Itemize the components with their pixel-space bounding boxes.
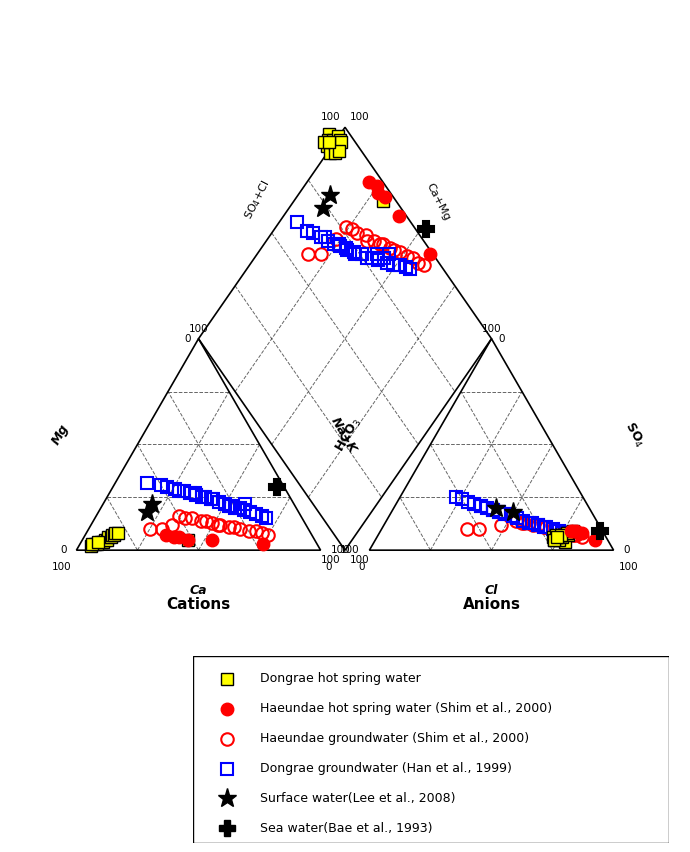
Text: 100: 100: [350, 555, 370, 565]
Text: SO$_4$+Cl: SO$_4$+Cl: [241, 178, 273, 222]
Text: Na+K: Na+K: [328, 415, 359, 455]
Text: 0: 0: [623, 545, 630, 556]
Text: Ca+Mg: Ca+Mg: [424, 181, 451, 222]
Text: 0: 0: [499, 334, 505, 343]
Text: 0: 0: [326, 562, 332, 573]
Text: 100: 100: [618, 562, 638, 573]
Text: Ca: Ca: [190, 584, 207, 597]
Text: SO$_4$: SO$_4$: [621, 419, 647, 450]
Text: Anions: Anions: [462, 596, 520, 612]
Text: Cl: Cl: [485, 584, 498, 597]
Text: 100: 100: [320, 555, 340, 565]
Text: 100: 100: [52, 562, 72, 573]
Text: 100: 100: [320, 112, 340, 123]
Text: Dongrae groundwater (Han et al., 1999): Dongrae groundwater (Han et al., 1999): [260, 762, 512, 775]
Text: 0: 0: [185, 334, 191, 343]
Text: 100: 100: [188, 324, 208, 334]
Text: Sea water(Bae et al., 1993): Sea water(Bae et al., 1993): [260, 822, 433, 835]
Text: Haeundae groundwater (Shim et al., 2000): Haeundae groundwater (Shim et al., 2000): [260, 732, 529, 745]
Text: 0: 0: [358, 562, 364, 573]
Text: Mg: Mg: [50, 422, 72, 447]
FancyBboxPatch shape: [193, 656, 669, 843]
Text: Surface water(Lee et al., 2008): Surface water(Lee et al., 2008): [260, 792, 455, 805]
Text: HCO$_3$: HCO$_3$: [333, 415, 364, 455]
Text: 100: 100: [350, 112, 370, 123]
Text: 100: 100: [331, 545, 350, 556]
Text: 0: 0: [60, 545, 67, 556]
Text: Dongrae hot spring water: Dongrae hot spring water: [260, 672, 421, 685]
Text: Cations: Cations: [166, 596, 230, 612]
Text: 100: 100: [340, 545, 359, 556]
Text: Haeundae hot spring water (Shim et al., 2000): Haeundae hot spring water (Shim et al., …: [260, 702, 552, 715]
Text: 100: 100: [482, 324, 502, 334]
